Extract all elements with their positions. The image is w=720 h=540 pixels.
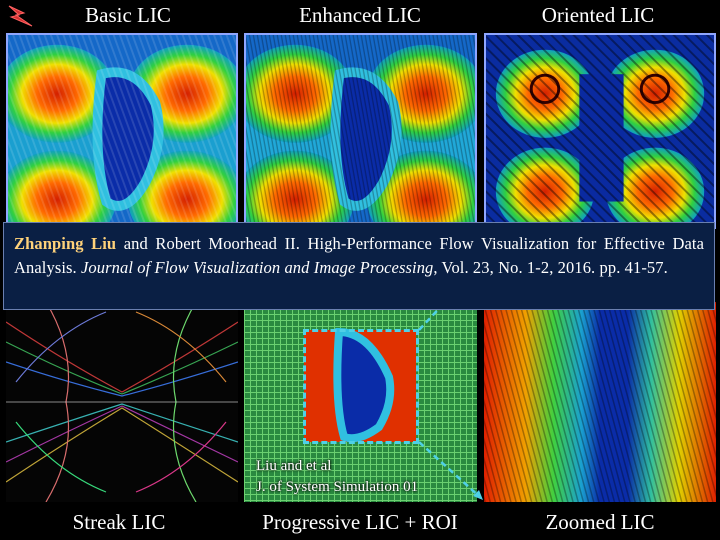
roi-box xyxy=(303,329,419,444)
label-zoomed-lic: Zoomed LIC xyxy=(545,510,655,534)
label-enhanced-lic: Enhanced LIC xyxy=(299,3,421,27)
label-basic-lic: Basic LIC xyxy=(85,3,171,27)
note-line-2: J. of System Simulation 01 xyxy=(256,479,419,495)
citation-text-2: , Vol. 23, No. 1-2, 2016. pp. 41-57. xyxy=(433,258,668,277)
panel-streak-lic xyxy=(6,302,238,502)
panel-basic-lic xyxy=(6,33,238,229)
label-oriented-lic: Oriented LIC xyxy=(541,3,655,27)
label-streak-lic: Streak LIC xyxy=(72,510,166,534)
note-line-1: Liu and et al xyxy=(256,458,332,474)
roi-connector-lines xyxy=(418,300,483,500)
reference-note: Liu and et al J. of System Simulation 01 xyxy=(256,456,418,498)
panel-zoomed-lic xyxy=(484,302,716,502)
panel-oriented-lic xyxy=(484,33,716,229)
citation-banner: Zhanping Liu and Robert Moorhead II. Hig… xyxy=(3,222,715,310)
citation-journal: Journal of Flow Visualization and Image … xyxy=(81,258,434,277)
logo-icon xyxy=(8,5,33,27)
panel-enhanced-lic xyxy=(244,33,477,229)
citation-text-1: and Robert Moorhead II. High-Performance… xyxy=(14,234,704,277)
citation-author: Zhanping Liu xyxy=(14,234,117,253)
panel-progressive-lic xyxy=(244,302,477,502)
label-progressive-lic-roi: Progressive LIC + ROI xyxy=(262,510,458,534)
